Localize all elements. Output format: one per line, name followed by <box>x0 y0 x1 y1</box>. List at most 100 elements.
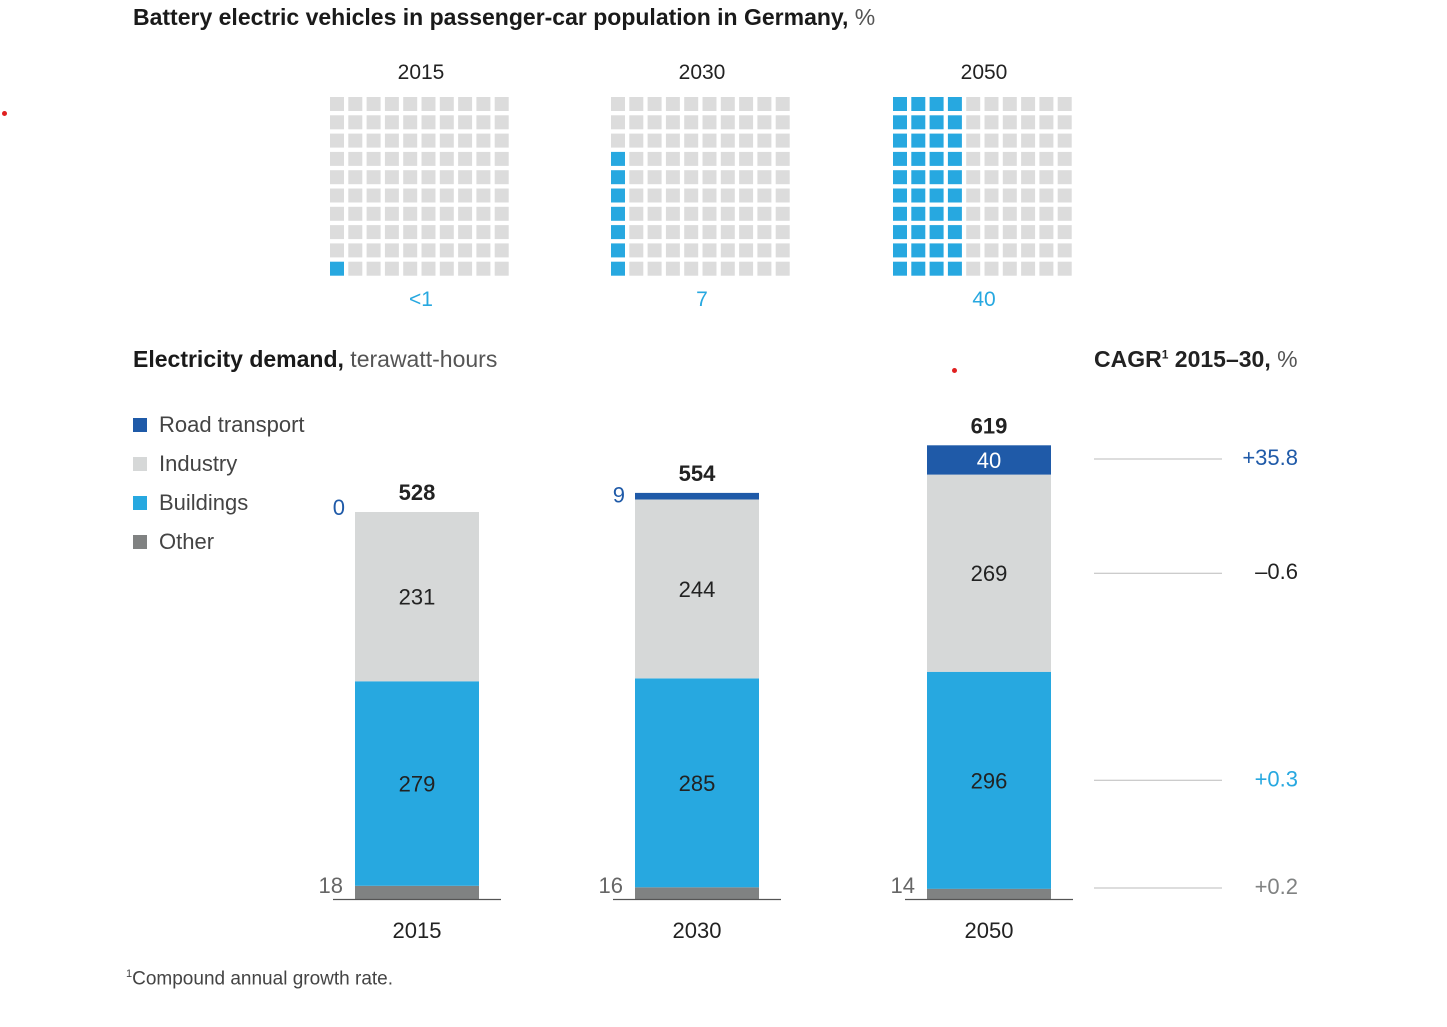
waffle-square-empty <box>494 170 509 185</box>
legend-label: Road transport <box>159 412 305 437</box>
waffle-square-empty <box>366 206 381 221</box>
waffle-square-empty <box>702 115 717 130</box>
bar-label-other: 18 <box>319 873 343 898</box>
waffle-square-empty <box>1039 261 1054 276</box>
waffle-square-empty <box>439 261 454 276</box>
waffle-square-empty <box>665 188 680 203</box>
waffle-square-empty <box>702 206 717 221</box>
waffle-grid <box>893 97 1072 276</box>
waffle-square-empty <box>702 225 717 240</box>
waffle-square-empty <box>1039 170 1054 185</box>
waffle-square-empty <box>403 133 418 148</box>
waffle-square-filled <box>611 225 625 240</box>
waffle-square-empty <box>665 97 680 111</box>
waffle-square-empty <box>647 115 662 130</box>
waffle-square-empty <box>1002 188 1017 203</box>
bar-segment-buildings <box>355 681 479 886</box>
waffle-square-filled <box>911 115 926 130</box>
waffle-square-empty <box>330 225 344 240</box>
waffle-square-empty <box>665 206 680 221</box>
legend-swatch <box>133 535 147 549</box>
bar-segment-other <box>635 887 759 899</box>
waffle-square-filled <box>330 261 344 276</box>
bar-label-road-transport: 9 <box>613 483 625 508</box>
waffle-square-empty <box>702 261 717 276</box>
waffle-square-empty <box>739 170 754 185</box>
waffle-square-empty <box>421 170 436 185</box>
waffle-square-empty <box>647 133 662 148</box>
waffle-square-empty <box>458 188 473 203</box>
waffle-square-empty <box>665 115 680 130</box>
legend-item: Buildings <box>133 488 305 518</box>
waffle-square-empty <box>1057 170 1072 185</box>
waffle-square-empty <box>1002 206 1017 221</box>
waffle-square-empty <box>629 206 644 221</box>
waffle-square-empty <box>458 225 473 240</box>
waffle-square-empty <box>366 97 381 111</box>
waffle-square-empty <box>421 188 436 203</box>
waffle-square-empty <box>1002 133 1017 148</box>
waffle-square-filled <box>893 133 907 148</box>
waffle-square-empty <box>984 188 999 203</box>
waffle-square-empty <box>1021 170 1036 185</box>
waffle-square-empty <box>330 115 344 130</box>
waffle-square-empty <box>458 261 473 276</box>
waffle-square-empty <box>757 206 772 221</box>
red-marker-dot <box>2 111 7 116</box>
bar-total-label: 528 <box>399 480 436 505</box>
waffle-square-empty <box>421 261 436 276</box>
waffle-square-empty <box>702 188 717 203</box>
waffle-square-empty <box>629 151 644 166</box>
waffle-square-empty <box>739 243 754 258</box>
waffle-square-empty <box>720 115 735 130</box>
waffle-year-label: 2050 <box>960 61 1008 84</box>
waffle-square-empty <box>1039 225 1054 240</box>
waffle-square-empty <box>684 133 699 148</box>
waffle-square-empty <box>684 170 699 185</box>
waffle-square-empty <box>720 225 735 240</box>
waffle-square-empty <box>1057 225 1072 240</box>
waffle-square-empty <box>476 206 491 221</box>
bar-segment-industry <box>355 512 479 682</box>
waffle-square-empty <box>1039 151 1054 166</box>
waffle-square-empty <box>384 243 399 258</box>
waffle-square-empty <box>984 243 999 258</box>
waffle-square-empty <box>476 243 491 258</box>
waffle-square-empty <box>439 151 454 166</box>
waffle-square-empty <box>720 97 735 111</box>
waffle-square-empty <box>984 225 999 240</box>
waffle-square-empty <box>1039 115 1054 130</box>
waffle-square-empty <box>1002 170 1017 185</box>
waffle-square-empty <box>966 206 981 221</box>
waffle-square-empty <box>1002 243 1017 258</box>
cagr-title-unit: % <box>1270 346 1298 372</box>
waffle-square-filled <box>911 133 926 148</box>
waffle-square-empty <box>403 97 418 111</box>
waffle-square-empty <box>476 151 491 166</box>
waffle-square-empty <box>739 188 754 203</box>
waffle-square-filled <box>911 206 926 221</box>
waffle-square-empty <box>1057 97 1072 111</box>
waffle-square-empty <box>439 243 454 258</box>
waffle-square-empty <box>330 206 344 221</box>
waffle-square-empty <box>1002 261 1017 276</box>
waffle-square-filled <box>929 133 944 148</box>
waffle-square-empty <box>702 97 717 111</box>
waffle-square-empty <box>739 133 754 148</box>
waffle-square-empty <box>366 133 381 148</box>
waffle-square-empty <box>348 225 363 240</box>
waffle-square-filled <box>893 115 907 130</box>
waffle-square-empty <box>775 206 790 221</box>
waffle-square-empty <box>966 170 981 185</box>
waffle-square-empty <box>366 188 381 203</box>
bar-segment-industry <box>927 474 1051 672</box>
waffle-square-empty <box>1021 225 1036 240</box>
bar-label-road-transport: 40 <box>977 448 1001 473</box>
waffle-value-label: 7 <box>696 288 708 311</box>
waffle-square-filled <box>611 188 625 203</box>
red-marker-dot <box>952 368 957 373</box>
legend-swatch <box>133 496 147 510</box>
waffle-square-empty <box>966 97 981 111</box>
waffle-square-empty <box>665 225 680 240</box>
waffle-square-empty <box>720 206 735 221</box>
